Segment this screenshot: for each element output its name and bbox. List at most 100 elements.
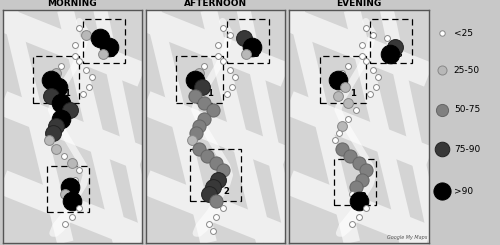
Title: MORNING: MORNING bbox=[48, 0, 97, 8]
Point bbox=[352, 108, 360, 112]
Point bbox=[218, 169, 226, 172]
Point bbox=[209, 185, 217, 189]
Point bbox=[228, 85, 236, 89]
Text: 1: 1 bbox=[207, 89, 213, 98]
Point bbox=[80, 92, 88, 96]
Point bbox=[344, 117, 351, 121]
Bar bbox=[176, 56, 222, 103]
Point bbox=[214, 54, 222, 58]
Text: 50-75: 50-75 bbox=[454, 105, 480, 114]
Point bbox=[68, 215, 76, 219]
Point bbox=[192, 131, 200, 135]
Point bbox=[438, 108, 446, 112]
Point bbox=[209, 229, 217, 233]
Point bbox=[54, 85, 62, 89]
Text: 1: 1 bbox=[64, 89, 70, 98]
Point bbox=[346, 155, 354, 159]
Point bbox=[195, 124, 203, 128]
Bar bbox=[227, 19, 268, 63]
Point bbox=[223, 92, 231, 96]
Point bbox=[71, 43, 79, 47]
Point bbox=[374, 75, 382, 79]
Point bbox=[226, 33, 234, 37]
Text: <25: <25 bbox=[454, 29, 473, 37]
Bar bbox=[370, 19, 412, 63]
Bar bbox=[334, 159, 376, 205]
Point bbox=[355, 199, 363, 203]
Point bbox=[355, 161, 363, 165]
Point bbox=[386, 52, 394, 56]
Point bbox=[240, 36, 248, 40]
Point bbox=[212, 199, 220, 203]
Text: 2: 2 bbox=[74, 199, 80, 208]
Point bbox=[366, 92, 374, 96]
Point bbox=[218, 59, 226, 63]
Point bbox=[188, 138, 196, 142]
Point bbox=[438, 68, 446, 72]
Text: 3: 3 bbox=[396, 50, 402, 59]
Point bbox=[71, 54, 79, 58]
Bar bbox=[47, 166, 89, 212]
Point bbox=[48, 78, 56, 82]
Point bbox=[362, 59, 370, 63]
Text: 25-50: 25-50 bbox=[454, 66, 480, 75]
Point bbox=[57, 101, 65, 105]
Bar bbox=[84, 19, 126, 63]
Point bbox=[76, 169, 84, 172]
Point bbox=[331, 138, 339, 142]
Point bbox=[200, 117, 208, 121]
Point bbox=[362, 206, 370, 210]
Point bbox=[66, 108, 74, 112]
Text: 3: 3 bbox=[110, 50, 116, 59]
Point bbox=[203, 155, 211, 159]
Point bbox=[438, 31, 446, 35]
Point bbox=[348, 222, 356, 226]
Point bbox=[82, 33, 90, 37]
Point bbox=[195, 147, 203, 151]
Point bbox=[218, 206, 226, 210]
Point bbox=[200, 64, 208, 68]
Point bbox=[336, 131, 344, 135]
Point bbox=[369, 33, 377, 37]
Point bbox=[62, 192, 70, 196]
Point bbox=[438, 189, 446, 193]
Point bbox=[60, 155, 68, 159]
Point bbox=[334, 94, 342, 98]
Point bbox=[391, 45, 399, 49]
Point bbox=[214, 43, 222, 47]
Point bbox=[190, 78, 198, 82]
Point bbox=[85, 85, 93, 89]
Point bbox=[76, 206, 84, 210]
Point bbox=[68, 199, 76, 203]
Point bbox=[44, 138, 52, 142]
Point bbox=[49, 131, 57, 135]
Point bbox=[341, 85, 349, 89]
Title: AFTERNOON: AFTERNOON bbox=[184, 0, 247, 8]
Point bbox=[52, 147, 60, 151]
Point bbox=[358, 178, 366, 182]
Point bbox=[248, 45, 256, 49]
Point bbox=[52, 71, 60, 74]
Point bbox=[204, 192, 212, 196]
Point bbox=[96, 36, 104, 40]
Point bbox=[212, 161, 220, 165]
Point bbox=[344, 101, 351, 105]
Point bbox=[195, 71, 203, 74]
Point bbox=[76, 59, 84, 63]
Point bbox=[344, 64, 351, 68]
Point bbox=[200, 101, 208, 105]
Point bbox=[226, 68, 234, 72]
Point bbox=[338, 147, 346, 151]
Point bbox=[71, 178, 79, 182]
Point bbox=[358, 54, 366, 58]
Point bbox=[212, 215, 220, 219]
Point bbox=[62, 222, 70, 226]
Point bbox=[383, 36, 391, 40]
Text: >90: >90 bbox=[454, 187, 473, 196]
Text: 75-90: 75-90 bbox=[454, 145, 480, 154]
Point bbox=[358, 43, 366, 47]
Point bbox=[52, 124, 60, 128]
Point bbox=[48, 94, 56, 98]
Point bbox=[355, 215, 363, 219]
Point bbox=[362, 169, 370, 172]
